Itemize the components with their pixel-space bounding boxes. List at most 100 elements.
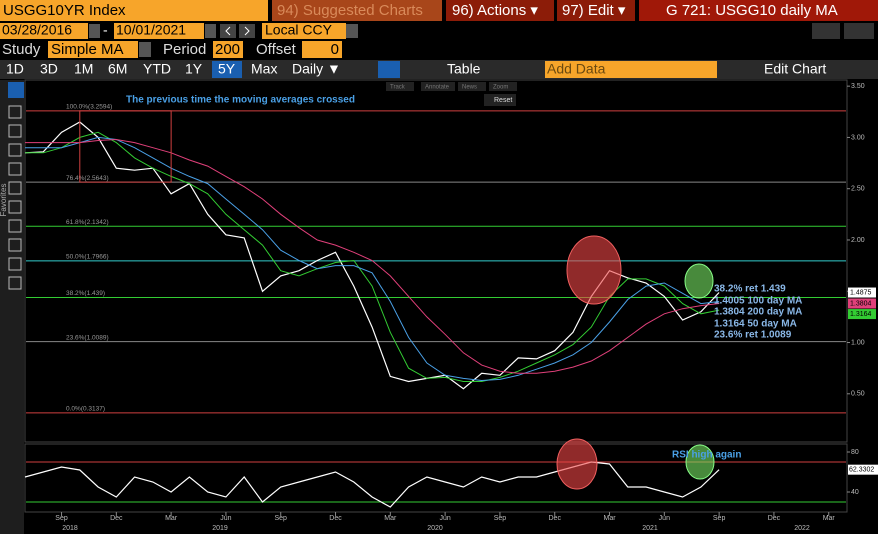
note: 23.6% ret 1.0089 — [714, 330, 792, 341]
period-label: Period — [163, 41, 206, 58]
x-tick-label: Sep — [713, 515, 726, 522]
range-button[interactable]: 5Y — [218, 61, 236, 77]
offset-label: Offset — [256, 41, 297, 58]
redo-button[interactable] — [844, 23, 874, 39]
tool-label: Reset — [494, 97, 512, 104]
offset: 0 — [331, 41, 339, 58]
tool-icon[interactable] — [8, 105, 22, 119]
prev-button[interactable] — [220, 24, 236, 38]
annotation: The previous time the moving averages cr… — [126, 95, 355, 106]
y-tick-label: 2.50 — [851, 186, 865, 193]
range-active[interactable] — [212, 61, 242, 78]
x-tick-label: Jun — [659, 515, 670, 522]
tool-button[interactable] — [458, 82, 486, 91]
last-value-box — [848, 298, 876, 309]
calendar-icon[interactable] — [205, 24, 216, 38]
suggested-button[interactable] — [272, 0, 442, 21]
tool-button[interactable] — [386, 82, 414, 91]
toolbar-row — [0, 60, 878, 79]
tool-icon[interactable] — [8, 124, 22, 138]
arrows — [225, 26, 250, 36]
edit: 97) Edit ▾ — [562, 2, 626, 19]
study: Simple MA — [51, 41, 124, 58]
start-date-field[interactable] — [0, 23, 88, 39]
next-button[interactable] — [239, 24, 255, 38]
tool-icon[interactable] — [8, 276, 22, 290]
undo-button[interactable] — [812, 23, 840, 39]
end-date-field[interactable] — [114, 23, 204, 39]
x-tick-label: Sep — [55, 515, 68, 522]
red-circle — [566, 235, 622, 305]
favorites: Favorites — [0, 184, 8, 217]
tool-button[interactable] — [421, 82, 455, 91]
tool-button[interactable] — [489, 82, 517, 91]
range-button[interactable]: YTD — [143, 61, 171, 77]
x-tick-label: Sep — [494, 515, 507, 522]
x-tick-label: Dec — [549, 515, 562, 522]
pointer-tool[interactable] — [8, 82, 24, 98]
last-value-box — [848, 287, 876, 298]
offset-field[interactable] — [302, 41, 342, 58]
study-field[interactable] — [48, 41, 138, 58]
currency-dropdown[interactable] — [346, 24, 358, 38]
y-tick-label: 3.50 — [851, 83, 865, 90]
last-value: 1.4875 — [850, 289, 872, 296]
currency: Local CCY — [265, 22, 333, 38]
range-button[interactable]: 3D — [40, 61, 58, 77]
x-tick-label: Mar — [823, 515, 836, 522]
year-label: 2022 — [794, 525, 810, 532]
currency-field[interactable] — [262, 23, 346, 39]
year-label: 2019 — [212, 525, 228, 532]
last-value-box — [848, 309, 876, 320]
y-tick-label: 0.50 — [851, 391, 865, 398]
actions-button[interactable] — [446, 0, 554, 21]
level-label: 76.4%(2.5643) — [66, 175, 109, 182]
edit-button[interactable] — [557, 0, 635, 21]
range-button[interactable]: Max — [251, 61, 277, 77]
add-data-field[interactable] — [545, 61, 717, 78]
table[interactable]: Table — [447, 61, 481, 77]
tool-icon[interactable] — [8, 257, 22, 271]
edit-chart[interactable]: Edit Chart — [764, 61, 826, 77]
period: 200 — [215, 41, 240, 58]
end-date: 10/01/2021 — [116, 22, 186, 38]
tool-button[interactable] — [484, 94, 516, 106]
note: 1.3164 50 day MA — [714, 319, 797, 330]
note: 1.4005 100 day MA — [714, 296, 802, 307]
y-tick-label: 3.00 — [851, 134, 865, 141]
actions: 96) Actions ▾ — [452, 2, 538, 19]
range-button[interactable]: 1M — [74, 61, 93, 77]
tool-icon[interactable] — [8, 162, 22, 176]
tool-label: Track — [390, 85, 406, 91]
tool-icon[interactable] — [8, 181, 22, 195]
security-field[interactable] — [0, 0, 268, 21]
study-label: Study — [2, 41, 41, 58]
y-tick-label: 2.00 — [851, 237, 865, 244]
tool-icon[interactable] — [8, 238, 22, 252]
calendar-icon[interactable] — [89, 24, 100, 38]
series-line — [25, 136, 720, 382]
range-button[interactable]: 1Y — [185, 61, 203, 77]
level-label: 50.0%(1.7966) — [66, 254, 109, 261]
period-field[interactable] — [213, 41, 243, 58]
red-circle — [556, 438, 598, 490]
range-button[interactable]: 6M — [108, 61, 127, 77]
level-label: 61.8%(2.1342) — [66, 219, 109, 226]
tool-strip — [0, 80, 24, 534]
suggested: 94) Suggested Charts — [277, 2, 423, 19]
x-tick-label: Mar — [604, 515, 617, 522]
x-tick-label: Dec — [329, 515, 342, 522]
frequency[interactable]: Daily ▼ — [292, 61, 341, 77]
tool-icon[interactable] — [8, 143, 22, 157]
tool-icon[interactable] — [8, 200, 22, 214]
y-tick-label: 40 — [851, 489, 859, 496]
chart-type-button[interactable] — [378, 61, 400, 78]
level-label: 100.0%(3.2594) — [66, 104, 112, 111]
x-tick-label: Mar — [384, 515, 397, 522]
study-dropdown[interactable] — [139, 42, 151, 57]
annotation: RSI high again — [672, 450, 741, 461]
range-button[interactable]: 1D — [6, 61, 24, 77]
x-tick-label: Mar — [165, 515, 178, 522]
last-value-box — [848, 464, 878, 475]
tool-icon[interactable] — [8, 219, 22, 233]
